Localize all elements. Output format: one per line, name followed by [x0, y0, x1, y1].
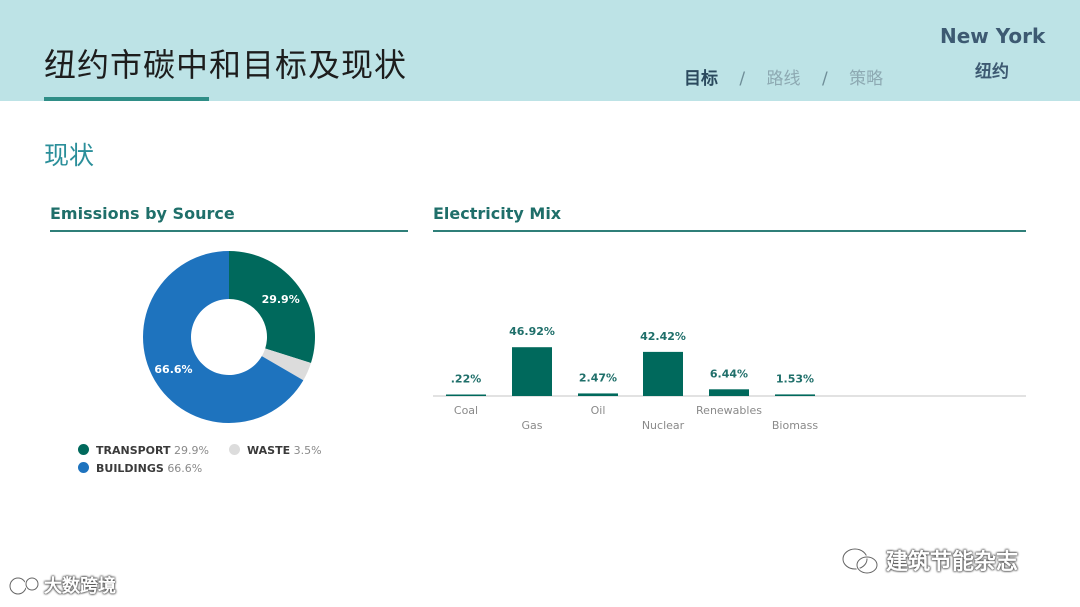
bar-category-label: Coal	[454, 404, 478, 417]
header-band	[0, 0, 1080, 101]
donut-slice-transport	[229, 251, 315, 364]
legend-pct: 3.5%	[293, 444, 322, 457]
bar-biomass	[775, 394, 815, 396]
bar-value-label: 1.53%	[776, 372, 814, 385]
legend-name: WASTE	[247, 444, 291, 457]
legend-swatch	[78, 444, 89, 455]
bar-gas	[512, 347, 552, 396]
bar-category-label: Renewables	[696, 404, 762, 417]
bar-value-label: .22%	[451, 373, 482, 386]
bar-coal	[446, 394, 486, 396]
bar-category-label: Gas	[522, 419, 543, 432]
wechat-icon	[841, 547, 879, 575]
bar-oil	[578, 393, 618, 396]
legend-pct: 66.6%	[167, 462, 203, 475]
bar-category-label: Oil	[591, 404, 606, 417]
section-title: 现状	[44, 141, 95, 170]
legend-item-waste: WASTE 3.5%	[229, 444, 322, 457]
bar-value-label: 42.42%	[640, 330, 686, 343]
watermark-right: 建筑节能杂志	[886, 550, 1019, 575]
nav-separator: /	[739, 69, 746, 89]
bar-category-label: Biomass	[772, 419, 819, 432]
nav-item-strategy[interactable]: 策略	[849, 69, 884, 89]
donut-slice-label: 29.9%	[262, 293, 300, 306]
legend-name: BUILDINGS	[96, 462, 164, 475]
electricity-title-rule	[433, 230, 1026, 232]
legend-name: TRANSPORT	[96, 444, 171, 457]
watermark-left: 大数跨境	[44, 576, 116, 597]
nav-item-goals[interactable]: 目标	[684, 69, 718, 89]
city-name-en: New York	[940, 24, 1046, 48]
nav-separator: /	[821, 69, 828, 89]
emissions-donut-chart: 29.9% 66.6%	[143, 251, 315, 423]
legend-swatch	[229, 444, 240, 455]
bar-value-label: 2.47%	[579, 371, 617, 384]
emissions-title-rule	[50, 230, 408, 232]
legend-item-buildings: BUILDINGS 66.6%	[78, 462, 202, 475]
legend-item-transport: TRANSPORT 29.9%	[78, 444, 209, 457]
legend-pct: 29.9%	[174, 444, 209, 457]
electricity-bar-chart: .22% Coal 46.92% Gas 2.47% Oil 42.42% Nuclear 6.…	[433, 325, 1026, 432]
bar-value-label: 46.92%	[509, 325, 555, 338]
donut-slice-label: 66.6%	[154, 363, 192, 376]
bar-nuclear	[643, 351, 683, 396]
legend-swatch	[78, 462, 89, 473]
title-underline	[44, 97, 209, 101]
breadcrumb-nav: 目标 / 路线 / 策略	[684, 64, 883, 89]
city-name-cn: 纽约	[975, 62, 1009, 82]
bar-value-label: 6.44%	[710, 367, 748, 380]
donut-slice-buildings	[143, 251, 304, 423]
bar-renewables	[709, 389, 749, 396]
page-title: 纽约市碳中和目标及现状	[44, 46, 408, 84]
electricity-chart-title: Electricity Mix	[433, 204, 562, 223]
donut-slice-waste	[261, 348, 311, 381]
emissions-chart-title: Emissions by Source	[50, 204, 235, 223]
watermark-logo-icon	[8, 576, 40, 596]
nav-item-route[interactable]: 路线	[766, 69, 801, 89]
bar-category-label: Nuclear	[642, 419, 685, 432]
